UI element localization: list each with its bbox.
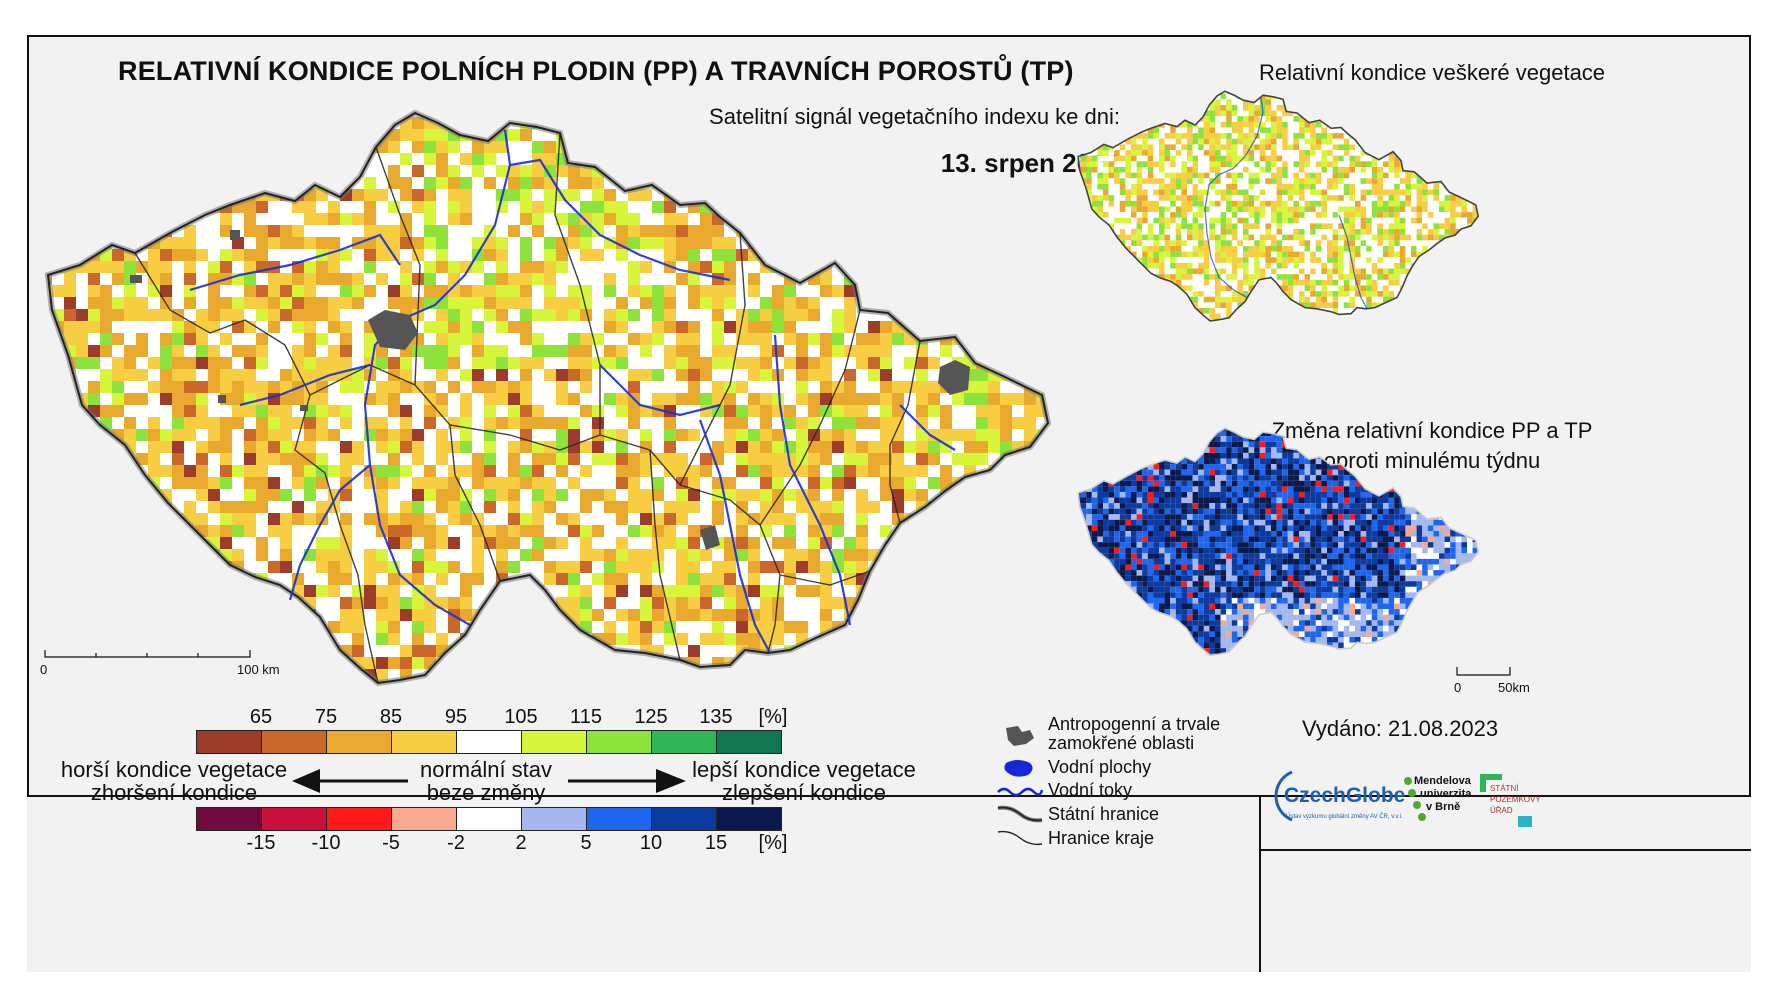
czechglobe-subtitle: Ústav výzkumu globální změny AV ČR, v.v.… (1286, 814, 1403, 820)
change-legend-tick-label: -15 (246, 832, 276, 854)
better-arrow-icon (568, 769, 686, 793)
better-label-2: zlepšení kondice (722, 780, 886, 805)
czechglobe-logo: CzechGlobe (1284, 784, 1406, 807)
mendelu-logo-3: v Brně (1426, 801, 1461, 813)
issued-date: Vydáno: 21.08.2023 (1302, 716, 1499, 741)
worse-label-2: zhoršení kondice (90, 780, 258, 805)
change-legend-swatch (261, 807, 327, 831)
condition-legend-swatch (586, 730, 652, 754)
condition-legend-swatch (391, 730, 457, 754)
condition-legend-swatch (326, 730, 392, 754)
change-legend-tick-label: 10 (639, 832, 663, 854)
spu-logo-3: ÚŘAD (1490, 806, 1513, 815)
condition-legend-swatch (521, 730, 587, 754)
normal-label-1: normální stav (419, 757, 553, 782)
key-region-border: Hranice kraje (1048, 828, 1155, 848)
river-icon (997, 787, 1044, 797)
state-border-icon (997, 805, 1043, 823)
spu-logo-icon (1480, 774, 1532, 827)
condition-legend-swatch (651, 730, 717, 754)
change-legend-swatch (586, 807, 652, 831)
main-scale-end: 100 km (237, 662, 280, 677)
condition-legend-tick-label: 85 (379, 706, 403, 728)
issued-separator (1259, 849, 1751, 851)
condition-legend-swatch (456, 730, 522, 754)
mendelu-dots-icon (1404, 777, 1426, 821)
small-scale-end: 50km (1498, 680, 1530, 695)
weekly-change-map (1077, 427, 1479, 657)
condition-legend-tick-label: 105 (504, 706, 538, 728)
small-scale-bar (1456, 667, 1511, 676)
side-map-top-title: Relativní kondice veškeré vegetace (1258, 60, 1606, 85)
change-legend-swatch (196, 807, 262, 831)
key-rivers: Vodní toky (1048, 780, 1133, 800)
czechglobe-arc-icon (1274, 770, 1293, 822)
vegetation-condition-map (1077, 90, 1480, 322)
side-map-bottom-title-2: oproti minulému týdnu (1323, 448, 1541, 473)
water-body-icon (1004, 760, 1033, 777)
main-title: RELATIVNÍ KONDICE POLNÍCH PLODIN (PP) A … (118, 56, 1074, 86)
main-map (44, 105, 1190, 770)
change-legend-tick-label: 5 (580, 832, 592, 854)
spu-logo-2: POZEMKOVÝ (1490, 795, 1541, 804)
condition-legend-swatch (196, 730, 262, 754)
legend-separator (1259, 797, 1261, 972)
condition-legend-swatch (716, 730, 782, 754)
change-legend-tick-label: 2 (515, 832, 527, 854)
change-legend-tick-label: [%] (758, 832, 788, 854)
key-water-bodies: Vodní plochy (1048, 757, 1152, 777)
main-scale-start: 0 (40, 662, 48, 677)
region-border-icon (997, 830, 1043, 846)
spu-logo-1: STÁTNÍ (1490, 784, 1519, 793)
change-legend-tick-label: -10 (311, 832, 341, 854)
normal-label-2: beze změny (426, 780, 546, 805)
small-scale-start: 0 (1454, 680, 1462, 695)
change-legend-swatch (716, 807, 782, 831)
change-legend-swatch (521, 807, 587, 831)
condition-legend-tick-label: 115 (570, 706, 602, 728)
condition-legend-tick-label: [%] (758, 706, 788, 728)
main-scale-bar (44, 650, 251, 658)
side-map-bottom-title-1: Změna relativní kondice PP a TP (1271, 418, 1593, 443)
condition-legend-tick-label: 95 (444, 706, 468, 728)
condition-legend-tick-label: 135 (699, 706, 733, 728)
worse-label-1: horší kondice vegetace (60, 757, 288, 782)
change-legend-tick-label: 15 (704, 832, 728, 854)
condition-legend-tick-label: 65 (249, 706, 273, 728)
key-state-border: Státní hranice (1048, 804, 1160, 824)
mendelu-logo-1: Mendelova (1414, 775, 1471, 787)
condition-legend-swatch (261, 730, 327, 754)
key-anthropogenic-2: zamokřené oblasti (1048, 733, 1195, 753)
change-legend-swatch (391, 807, 457, 831)
worse-arrow-icon (292, 769, 408, 793)
better-label-1: lepší kondice vegetace (692, 757, 916, 782)
change-legend-tick-label: -2 (447, 832, 465, 854)
condition-legend-tick-label: 75 (314, 706, 338, 728)
anthropogenic-area-icon (1006, 726, 1034, 746)
change-legend-swatch (326, 807, 392, 831)
subtitle: Satelitní signál vegetačního indexu ke d… (709, 104, 1120, 129)
change-legend-swatch (456, 807, 522, 831)
change-legend-tick-label: -5 (382, 832, 400, 854)
mendelu-logo-2: univerzita (1420, 788, 1472, 800)
change-legend-swatch (651, 807, 717, 831)
condition-legend-tick-label: 125 (634, 706, 668, 728)
key-anthropogenic-1: Antropogenní a trvale (1048, 714, 1221, 734)
